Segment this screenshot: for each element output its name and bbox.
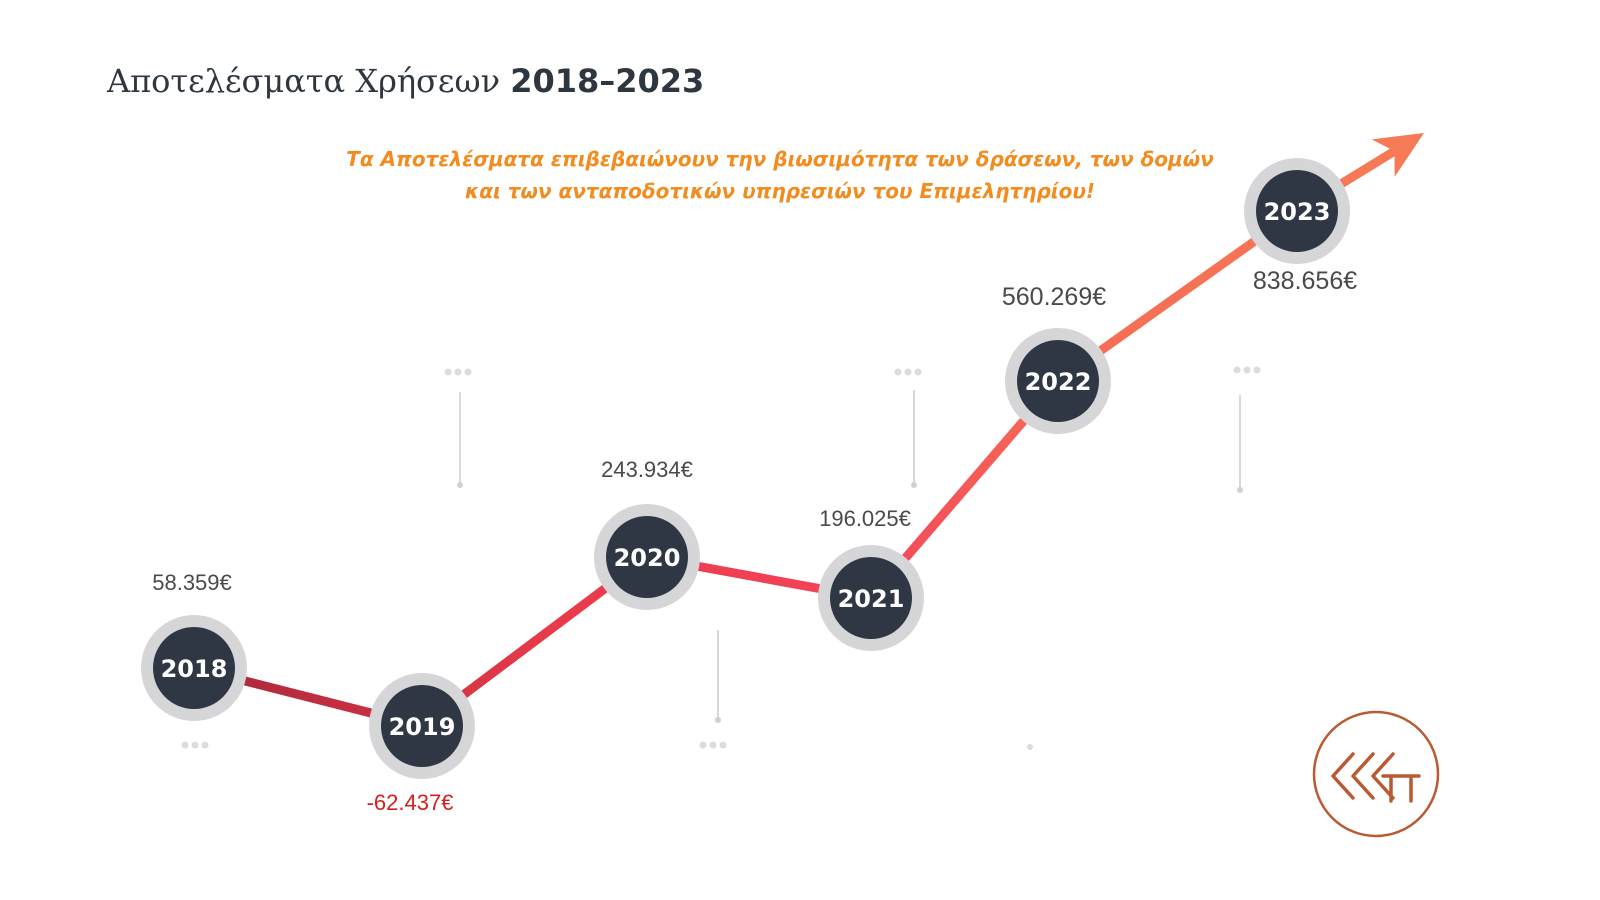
year-marker-2018: 2018: [141, 615, 247, 721]
year-marker-dot: [1256, 170, 1338, 252]
value-label-2021: 196.025€: [819, 506, 911, 531]
value-label-2020: 243.934€: [601, 457, 693, 482]
page-title-years: 2018–2023: [510, 62, 705, 100]
trend-arrow-icon: [1371, 133, 1424, 177]
value-label-2022: 560.269€: [1002, 283, 1106, 311]
guide-dot: [457, 482, 463, 488]
guide-dot: [911, 482, 917, 488]
year-markers: 2018 2019 2020 2021 2022 2023: [141, 158, 1350, 779]
decor-dot: [894, 368, 902, 376]
guide-dot: [1237, 487, 1243, 493]
page-title-text: Αποτελέσματα Χρήσεων: [107, 62, 501, 100]
year-label-2021: 2021: [838, 585, 905, 613]
decor-dot: [1027, 744, 1033, 750]
decor-dot: [699, 741, 707, 749]
decor-dot: [719, 741, 727, 749]
decor-dot: [914, 368, 922, 376]
year-marker-dot: [381, 685, 463, 767]
value-labels: 58.359€ -62.437€ 243.934€ 196.025€ 560.269€ 8…: [152, 267, 1357, 815]
decor-dot: [464, 368, 472, 376]
decor-dot: [1243, 366, 1251, 374]
year-label-2023: 2023: [1264, 198, 1331, 226]
decor-dot: [1233, 366, 1241, 374]
decor-dot: [444, 368, 452, 376]
decor-dot: [454, 368, 462, 376]
year-label-2019: 2019: [389, 713, 456, 741]
subtitle: Τα Αποτελέσματα επιβεβαιώνουν την βιωσιμ…: [300, 143, 1260, 207]
value-label-2018: 58.359€: [152, 570, 232, 595]
value-label-2019: -62.437€: [367, 790, 454, 815]
year-label-2022: 2022: [1025, 368, 1092, 396]
subtitle-line-1: Τα Αποτελέσματα επιβεβαιώνουν την βιωσιμ…: [346, 147, 1214, 171]
year-marker-dot: [606, 516, 688, 598]
decor-dot: [181, 741, 189, 749]
year-label-2020: 2020: [614, 544, 681, 572]
chamber-logo-icon: [1312, 710, 1440, 838]
year-marker-2022: 2022: [1005, 328, 1111, 434]
year-marker-2020: 2020: [594, 504, 700, 610]
year-marker-2021: 2021: [818, 545, 924, 651]
decor-dot: [904, 368, 912, 376]
year-marker-dot: [1017, 340, 1099, 422]
decor-dot: [201, 741, 209, 749]
subtitle-line-2: και των ανταποδοτικών υπηρεσιών του Επιμ…: [465, 179, 1095, 203]
year-marker-dot: [830, 557, 912, 639]
year-label-2018: 2018: [161, 655, 228, 683]
value-label-2023: 838.656€: [1253, 267, 1357, 295]
year-marker-2023: 2023: [1244, 158, 1350, 264]
decorative-guides: [181, 366, 1261, 750]
trend-line: [189, 144, 1403, 731]
decor-dot: [709, 741, 717, 749]
year-marker-2019: 2019: [369, 673, 475, 779]
decor-dot: [1253, 366, 1261, 374]
decor-dot: [191, 741, 199, 749]
page-title: Αποτελέσματα Χρήσεων 2018–2023: [107, 62, 704, 100]
year-marker-dot: [153, 627, 235, 709]
guide-dot: [715, 717, 721, 723]
